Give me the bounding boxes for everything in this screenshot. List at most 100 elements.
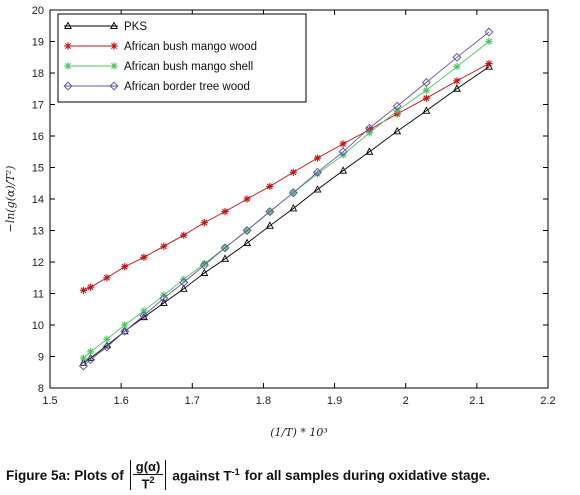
x-tick-label: 1.6	[113, 395, 128, 407]
data-point	[78, 361, 88, 371]
data-point	[103, 274, 111, 282]
data-point	[140, 307, 148, 315]
caption-denominator-base: T	[141, 476, 150, 492]
data-point	[121, 321, 129, 329]
legend-label: African bush mango wood	[124, 41, 257, 53]
legend-entry-2: African bush mango wood	[64, 41, 257, 53]
data-point	[159, 293, 169, 303]
caption-before: Figure 5a: Plots of	[6, 467, 124, 483]
data-point	[179, 284, 188, 292]
y-tick-label: 15	[32, 163, 44, 175]
data-point	[485, 62, 493, 70]
x-tick-label: 2.2	[540, 395, 555, 407]
data-point	[485, 37, 493, 46]
data-point	[312, 167, 323, 177]
x-tick-label: 1.5	[42, 395, 57, 407]
data-point	[339, 166, 348, 174]
data-point	[364, 123, 374, 133]
y-tick-label: 9	[38, 352, 44, 364]
caption-denominator-exponent: 2	[149, 474, 155, 485]
data-point	[265, 221, 274, 229]
y-tick-label: 18	[32, 68, 44, 80]
data-point	[102, 342, 112, 352]
legend-entry-1: PKS	[64, 21, 147, 33]
y-tick-label: 12	[32, 257, 44, 269]
data-point	[288, 188, 298, 198]
y-tick-label: 13	[32, 226, 44, 238]
x-tick-label: 1.7	[185, 395, 200, 407]
data-point	[200, 259, 208, 268]
caption-after: for all samples during oxidative stage.	[244, 467, 490, 483]
caption-fraction-denominator: T2	[139, 475, 158, 490]
x-tick-label: 1.9	[327, 395, 342, 407]
data-point	[79, 286, 88, 294]
data-point	[120, 326, 129, 335]
data-point	[79, 358, 88, 366]
data-point	[200, 268, 209, 276]
data-point	[139, 311, 149, 321]
data-point	[338, 147, 348, 157]
data-point	[199, 260, 209, 270]
legend-label: African border tree wood	[124, 81, 250, 93]
data-point	[79, 354, 88, 362]
data-point	[452, 84, 461, 92]
kinetics-chart: 1.5 1.6 1.7 1.8 1.9 2 2.1 2.2 8 9 10 11 12 13 14 15 16 17…	[4, 5, 556, 439]
caption-middle-text: against T	[172, 468, 232, 484]
y-tick-label: 19	[32, 37, 44, 49]
data-point	[365, 147, 374, 155]
data-point	[159, 298, 168, 306]
legend-marker	[110, 62, 118, 70]
legend-label: PKS	[124, 21, 147, 33]
data-point	[86, 283, 95, 291]
data-point	[422, 86, 430, 94]
data-point	[243, 195, 251, 203]
data-point	[313, 154, 322, 162]
data-point	[86, 355, 96, 365]
data-point	[339, 140, 347, 148]
series-layer	[78, 27, 494, 371]
data-point	[484, 27, 494, 37]
data-point	[86, 348, 95, 356]
data-point	[200, 219, 208, 227]
y-tick-label: 20	[32, 5, 44, 17]
data-point	[221, 208, 229, 216]
x-tick-label: 2	[403, 395, 409, 407]
data-point	[453, 77, 461, 85]
data-point	[103, 335, 111, 343]
y-tick-label: 16	[32, 131, 44, 143]
data-point	[265, 207, 275, 217]
x-tick-label: 2.1	[469, 395, 484, 407]
data-point	[289, 168, 297, 176]
caption-middle: against T-1	[172, 467, 239, 484]
legend: PKS African bush mango wood African bush m…	[57, 13, 307, 103]
legend-entry-4: African border tree wood	[63, 81, 250, 93]
data-point	[160, 242, 168, 250]
data-point	[422, 106, 431, 114]
data-point	[393, 107, 401, 115]
data-point	[120, 326, 130, 336]
legend-label: African bush mango shell	[124, 61, 253, 73]
data-point	[365, 129, 374, 137]
data-point	[289, 203, 298, 212]
data-point	[243, 238, 252, 247]
y-tick-label: 17	[32, 100, 44, 112]
y-tick-label: 10	[32, 320, 44, 332]
legend-entry-3: African bush mango shell	[64, 61, 253, 73]
axes: 1.5 1.6 1.7 1.8 1.9 2 2.1 2.2 8 9 10 11 12 13 14 15 16 17…	[4, 5, 556, 439]
legend-marker	[110, 42, 118, 50]
legend-marker	[63, 81, 73, 91]
caption-fraction-numerator: g(α)	[132, 460, 164, 475]
data-point	[140, 253, 148, 261]
legend-marker	[64, 42, 72, 50]
data-point	[453, 63, 461, 71]
y-tick-label: 11	[33, 289, 44, 301]
data-point	[220, 243, 230, 253]
data-point	[179, 277, 189, 287]
data-point	[180, 231, 188, 239]
data-point	[221, 254, 229, 262]
series-4	[78, 27, 494, 371]
y-axis-label: −ln(g(α)/T²)	[4, 166, 17, 233]
data-point	[452, 52, 462, 62]
legend-box	[57, 13, 307, 103]
legend-marker	[109, 81, 119, 91]
